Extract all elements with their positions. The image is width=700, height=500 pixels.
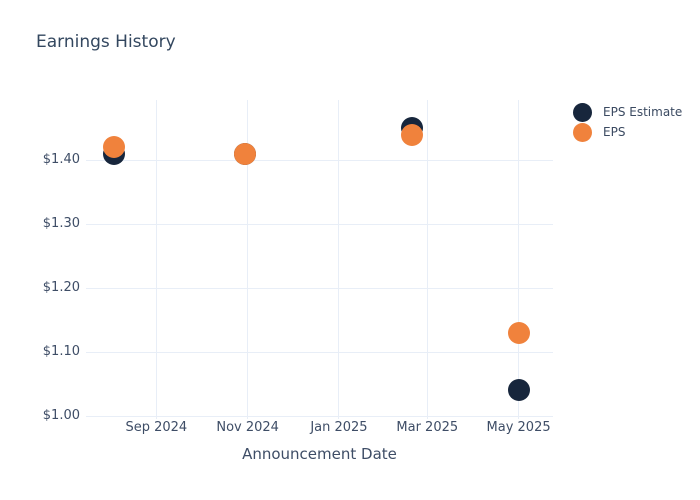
y-tick-label: $1.40 [42,152,80,168]
legend: EPS Estimate EPS [573,102,682,142]
x-tick-label: Nov 2024 [216,420,279,435]
plot-area [86,100,553,419]
vertical-gridline [426,100,428,419]
legend-swatch-eps [573,122,592,142]
legend-item-eps[interactable]: EPS [573,122,682,142]
legend-item-eps-estimate[interactable]: EPS Estimate [573,102,682,122]
x-tick-label: Jan 2025 [310,420,368,435]
y-tick-label: $1.20 [42,280,80,296]
data-point-eps[interactable] [103,136,126,159]
x-axis-title: Announcement Date [242,445,397,463]
vertical-gridline [518,100,520,419]
vertical-gridline [338,100,340,419]
vertical-gridline [247,100,249,419]
y-tick-label: $1.30 [42,216,80,232]
data-point-eps[interactable] [507,321,530,344]
horizontal-gridline [86,415,553,417]
chart-title: Earnings History [36,32,176,52]
horizontal-gridline [86,223,553,225]
data-point-eps[interactable] [233,142,256,165]
vertical-gridline [155,100,157,419]
y-tick-label: $1.10 [42,344,80,360]
x-tick-label: Sep 2024 [125,420,188,435]
legend-label: EPS Estimate [603,105,683,119]
data-point-eps-estimate[interactable] [507,379,530,402]
x-tick-label: Mar 2025 [396,420,459,435]
legend-swatch-eps-estimate [573,102,592,122]
y-tick-label: $1.00 [42,408,80,423]
horizontal-gridline [86,287,553,289]
data-point-eps[interactable] [401,123,424,146]
legend-label: EPS [603,125,626,139]
x-tick-label: May 2025 [486,420,551,435]
horizontal-gridline [86,159,553,161]
horizontal-gridline [86,351,553,353]
